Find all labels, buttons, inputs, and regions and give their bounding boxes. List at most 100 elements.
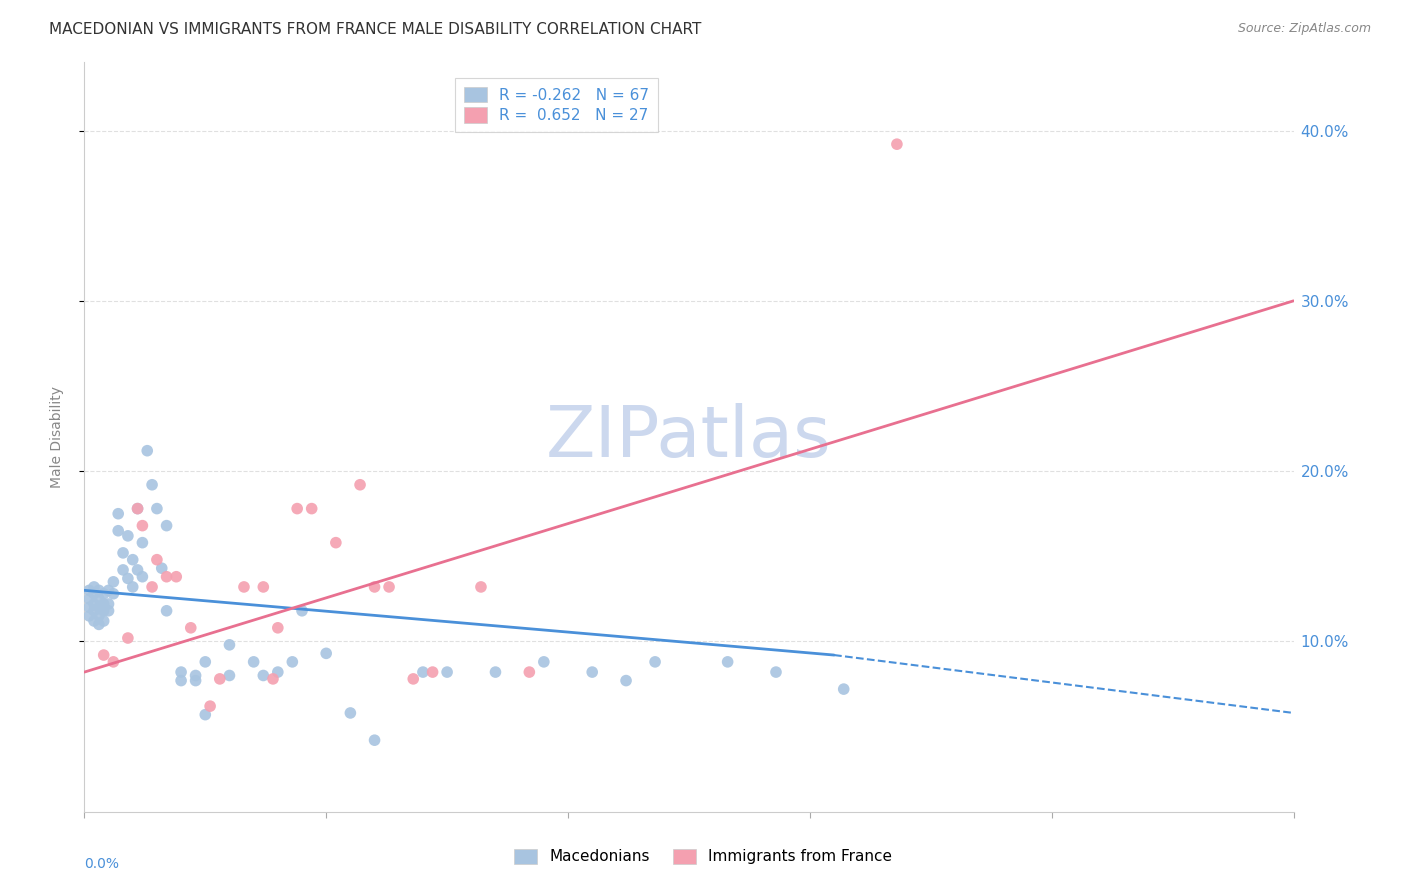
Point	[131, 570, 153, 584]
Point	[87, 617, 110, 632]
Point	[155, 570, 177, 584]
Point	[77, 591, 100, 606]
Point	[103, 587, 125, 601]
Point	[242, 655, 264, 669]
Point	[97, 604, 120, 618]
Y-axis label: Male Disability: Male Disability	[49, 386, 63, 488]
Point	[136, 443, 159, 458]
Point	[484, 665, 506, 679]
Point	[422, 665, 444, 679]
Text: 0.0%: 0.0%	[84, 856, 120, 871]
Point	[717, 655, 740, 669]
Point	[112, 546, 135, 560]
Point	[208, 672, 231, 686]
Point	[107, 507, 129, 521]
Point	[436, 665, 458, 679]
Point	[107, 524, 129, 538]
Point	[470, 580, 492, 594]
Point	[112, 563, 135, 577]
Point	[886, 137, 908, 152]
Point	[83, 597, 105, 611]
Point	[117, 529, 139, 543]
Point	[262, 672, 284, 686]
Point	[218, 638, 240, 652]
Point	[150, 561, 173, 575]
Point	[301, 501, 323, 516]
Point	[194, 655, 217, 669]
Point	[87, 583, 110, 598]
Point	[83, 604, 105, 618]
Point	[127, 563, 149, 577]
Point	[117, 571, 139, 585]
Point	[378, 580, 401, 594]
Point	[77, 608, 100, 623]
Point	[83, 587, 105, 601]
Point	[339, 706, 361, 720]
Point	[117, 631, 139, 645]
Point	[141, 477, 163, 491]
Point	[581, 665, 603, 679]
Point	[252, 668, 274, 682]
Point	[141, 580, 163, 594]
Point	[93, 604, 115, 618]
Point	[285, 501, 308, 516]
Point	[325, 535, 347, 549]
Point	[131, 518, 153, 533]
Point	[87, 591, 110, 606]
Point	[184, 673, 207, 688]
Point	[146, 501, 169, 516]
Point	[218, 668, 240, 682]
Point	[87, 600, 110, 615]
Point	[533, 655, 555, 669]
Point	[412, 665, 434, 679]
Point	[517, 665, 540, 679]
Point	[170, 665, 193, 679]
Point	[103, 655, 125, 669]
Point	[103, 574, 125, 589]
Legend: Macedonians, Immigrants from France: Macedonians, Immigrants from France	[505, 839, 901, 873]
Point	[315, 646, 337, 660]
Point	[146, 552, 169, 566]
Text: ZIPatlas: ZIPatlas	[546, 402, 832, 472]
Point	[155, 518, 177, 533]
Text: MACEDONIAN VS IMMIGRANTS FROM FRANCE MALE DISABILITY CORRELATION CHART: MACEDONIAN VS IMMIGRANTS FROM FRANCE MAL…	[49, 22, 702, 37]
Point	[93, 597, 115, 611]
Text: Source: ZipAtlas.com: Source: ZipAtlas.com	[1237, 22, 1371, 36]
Point	[180, 621, 202, 635]
Point	[349, 477, 371, 491]
Point	[832, 682, 855, 697]
Point	[131, 535, 153, 549]
Point	[77, 583, 100, 598]
Point	[97, 597, 120, 611]
Point	[765, 665, 787, 679]
Point	[83, 614, 105, 628]
Point	[170, 673, 193, 688]
Point	[165, 570, 187, 584]
Point	[155, 604, 177, 618]
Point	[93, 648, 115, 662]
Point	[87, 608, 110, 623]
Point	[121, 552, 143, 566]
Point	[363, 580, 385, 594]
Point	[267, 621, 290, 635]
Point	[121, 580, 143, 594]
Point	[614, 673, 637, 688]
Point	[291, 604, 314, 618]
Point	[97, 583, 120, 598]
Point	[198, 699, 221, 714]
Point	[93, 614, 115, 628]
Point	[127, 501, 149, 516]
Point	[402, 672, 425, 686]
Legend: R = -0.262   N = 67, R =  0.652   N = 27: R = -0.262 N = 67, R = 0.652 N = 27	[454, 78, 658, 132]
Point	[93, 587, 115, 601]
Point	[233, 580, 256, 594]
Point	[252, 580, 274, 594]
Point	[281, 655, 304, 669]
Point	[127, 501, 149, 516]
Point	[194, 707, 217, 722]
Point	[267, 665, 290, 679]
Point	[644, 655, 666, 669]
Point	[83, 580, 105, 594]
Point	[184, 668, 207, 682]
Point	[363, 733, 385, 747]
